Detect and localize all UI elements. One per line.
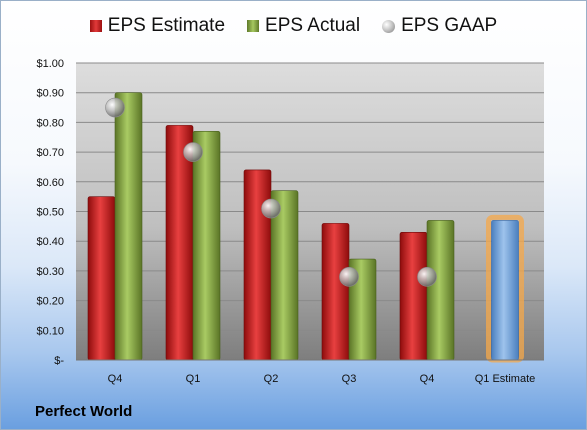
y-tick-label: $0.20 [36, 296, 64, 308]
legend-label-estimate: EPS Estimate [107, 15, 226, 36]
y-tick-label: $0.60 [36, 177, 64, 189]
x-tick-label: Q4 [420, 373, 435, 385]
x-tick-label: Q2 [264, 373, 279, 385]
legend-item-gaap: EPS GAAP [382, 15, 497, 37]
eps-estimate-bar [321, 223, 350, 361]
estimate-swatch [89, 20, 102, 32]
legend-label-actual: EPS Actual [265, 15, 361, 36]
company-name: Perfect World [35, 403, 133, 420]
eps-gaap-marker [261, 198, 281, 219]
eps-estimate-bar [243, 169, 272, 361]
x-tick-label: Q4 [108, 373, 123, 385]
y-tick-label: $- [54, 355, 64, 367]
legend-item-estimate: EPS Estimate [89, 15, 226, 37]
eps-estimate-bar [87, 196, 116, 361]
x-tick-label: Q3 [342, 373, 357, 385]
y-tick-label: $0.10 [36, 325, 64, 337]
eps-actual-bar [426, 220, 455, 361]
y-tick-label: $0.80 [36, 117, 64, 129]
actual-swatch [247, 20, 260, 32]
y-tick-label: $0.90 [36, 88, 64, 100]
bars [87, 92, 524, 363]
eps-actual-bar [192, 131, 221, 361]
eps-actual-bar [114, 92, 143, 361]
legend-item-actual: EPS Actual [247, 15, 360, 37]
x-axis-ticks: Q4 Q1 Q2 Q3 Q4 Q1 Estimate [108, 373, 536, 385]
eps-estimate-bar [399, 231, 428, 361]
eps-gaap-marker [183, 142, 203, 162]
legend-label-gaap: EPS GAAP [401, 15, 498, 36]
gaap-markers [105, 97, 437, 287]
x-tick-label: Q1 Estimate [475, 373, 536, 385]
x-tick-label: Q1 [186, 373, 201, 385]
chart-legend: EPS Estimate EPS Actual EPS GAAP [1, 15, 586, 37]
eps-gaap-marker [417, 267, 437, 287]
y-tick-label: $1.00 [36, 58, 64, 70]
gaap-swatch [382, 19, 396, 33]
y-tick-label: $0.40 [36, 236, 64, 248]
y-tick-label: $0.70 [36, 147, 64, 159]
y-tick-label: $0.30 [36, 266, 64, 278]
y-axis-ticks: $- $0.10 $0.20 $0.30 $0.40 $0.50 $0.60 $0.70 $0.… [36, 58, 64, 367]
forecast-estimate-bar [491, 220, 519, 361]
eps-gaap-marker [339, 267, 359, 287]
eps-gaap-marker [105, 97, 125, 118]
y-tick-label: $0.50 [36, 207, 64, 219]
